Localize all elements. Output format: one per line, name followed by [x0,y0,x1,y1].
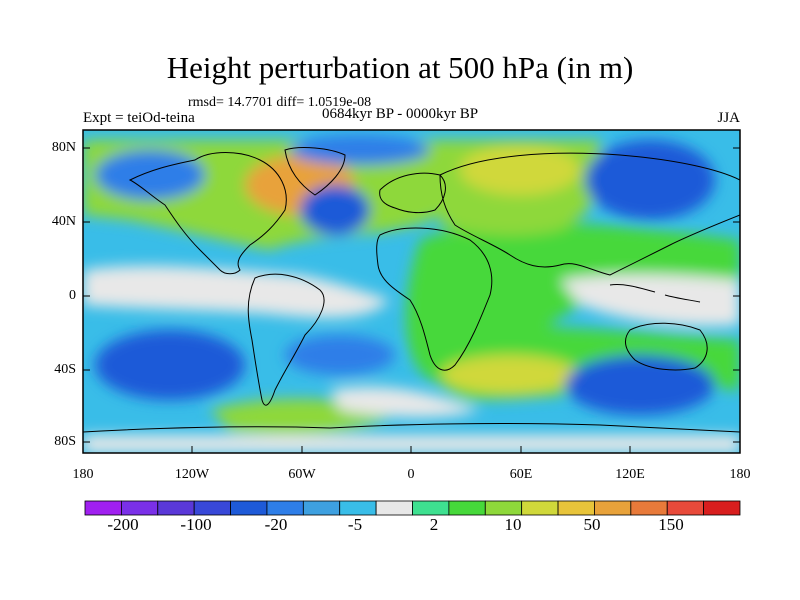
colorbar [84,500,741,516]
season-label: JJA [717,110,740,126]
colorbar-label: 50 [583,515,601,534]
colorbar-label: -200 [107,515,139,534]
colorbar-box [666,500,705,516]
field-blue-siberia [585,140,715,220]
colorbar-label: -100 [180,515,212,534]
field-white-indian [560,274,740,327]
colorbar-box [412,500,450,516]
coast-africa [376,227,493,371]
lon-label-180e: 180 [729,467,751,482]
colorbar-box [157,500,195,516]
coast-europe [379,172,446,214]
lat-label-40s: 40S [54,362,76,377]
colorbar-box [339,500,377,516]
lon-label-120w: 120W [174,467,210,482]
lon-label-120e: 120E [615,467,645,482]
colorbar-box [703,500,741,516]
colorbar-box [484,500,523,516]
colorbar-box [448,500,486,516]
colorbar-box [375,500,413,516]
field-blue-south-pacific [95,330,245,400]
colorbar-box [266,500,304,516]
field-blue-pacific-north [95,150,205,200]
lat-label-0: 0 [69,288,76,303]
colorbar-label: 10 [504,515,522,534]
experiment-label: Expt = teiOd-teina [83,110,195,126]
lon-label-180w: 180 [72,467,94,482]
period-label: 0684kyr BP - 0000kyr BP [322,106,479,122]
coast-indonesia [609,284,701,303]
field-orange-eurasia [460,145,580,195]
lat-label-80s: 80S [54,434,76,449]
lon-label-60e: 60E [509,467,533,482]
colorbar-label: -5 [347,515,363,534]
field-orange-southern [440,355,580,395]
colorbar-box [557,500,595,516]
field-white-antarctic [83,435,740,453]
lon-label-60w: 60W [288,467,316,482]
colorbar-box [594,500,632,516]
field-blue-south-indian [565,355,715,415]
field-blue-south-atlantic [285,335,395,375]
field-blue-atlantic [300,185,370,235]
field-white-south [330,386,480,418]
colorbar-label: 150 [658,515,684,534]
coast-south-america [247,273,325,406]
coast-australia [624,322,708,371]
colorbar-box [521,500,559,516]
map-title: Height perturbation at 500 hPa (in m) [166,50,634,85]
lat-label-40n: 40N [51,214,76,229]
colorbar-label: -20 [264,515,288,534]
colorbar-box [302,500,341,516]
lat-label-80n: 80N [51,140,76,155]
coastlines [83,147,740,433]
field-white-tropics [83,265,390,318]
coast-north-america [128,152,287,275]
coast-antarctica [83,423,740,433]
coast-greenland [284,147,346,196]
colorbar-box [193,500,231,516]
lon-label-0: 0 [407,467,415,482]
height-field [83,130,740,453]
colorbar-label: 2 [429,515,439,534]
colorbar-box [230,500,268,516]
stats-text: rmsd= 14.7701 diff= 1.0519e-08 [188,95,372,110]
colorbar-box [84,500,122,516]
axis-ticks [82,147,741,453]
colorbar-box [120,500,159,516]
coast-asia [439,152,740,276]
field-blue-arctic [290,135,430,165]
colorbar-box [630,500,668,516]
